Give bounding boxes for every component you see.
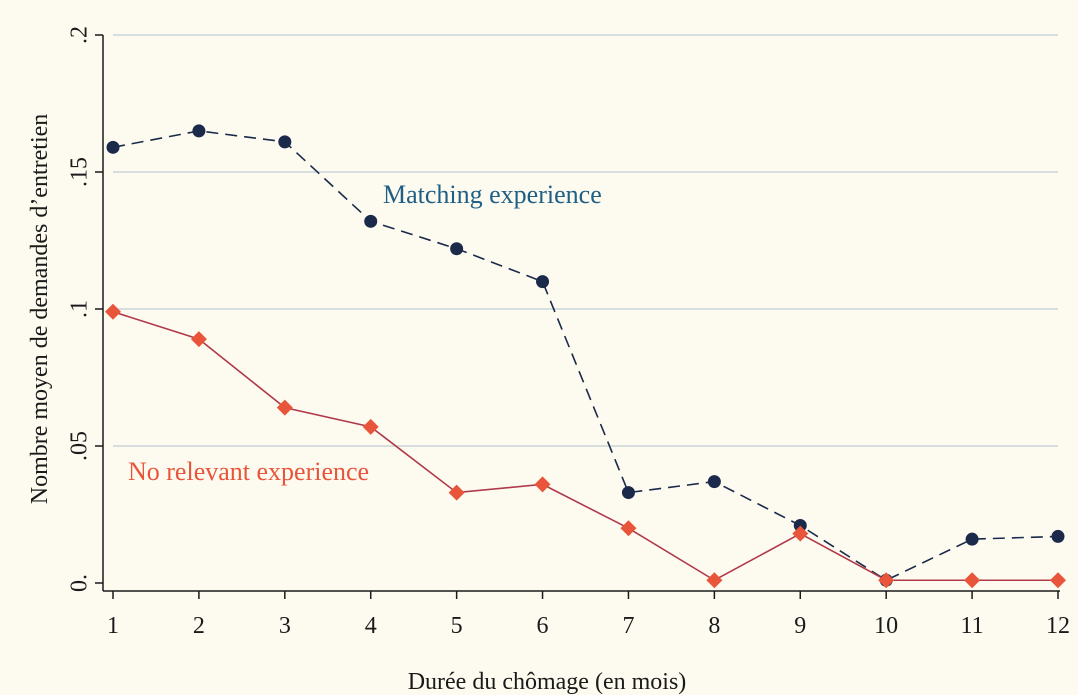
series-1	[105, 303, 1066, 589]
x-tick-label: 10	[874, 613, 898, 639]
data-point	[448, 484, 465, 501]
data-point	[364, 214, 378, 228]
annotation-matching-experience: Matching experience	[383, 180, 602, 209]
annotation-no-relevant-experience: No relevant experience	[128, 457, 369, 486]
data-point	[706, 572, 723, 589]
data-point	[190, 331, 207, 348]
data-point	[534, 476, 551, 493]
data-point	[878, 572, 895, 589]
data-point	[105, 303, 121, 320]
y-tick-label: .05	[67, 431, 93, 461]
x-tick-label: 3	[279, 613, 291, 639]
x-tick-label: 7	[622, 613, 634, 639]
data-point	[965, 532, 979, 546]
x-axis-title: Durée du chômage (en mois)	[408, 669, 687, 695]
data-point	[620, 520, 637, 537]
data-point	[192, 124, 206, 138]
x-tick-label: 8	[708, 613, 720, 639]
data-point	[793, 518, 807, 532]
data-point	[792, 525, 809, 542]
axes	[102, 35, 1060, 592]
data-point	[1050, 572, 1066, 589]
grid-lines	[113, 34, 1058, 447]
data-point	[276, 399, 293, 416]
series-line	[112, 310, 1058, 582]
data-point	[1051, 529, 1065, 543]
x-tick-label: 12	[1046, 613, 1070, 639]
tick-marks: 0..05.1.15.21 2 3 4 5 6 7 8 9 10 11 12	[67, 26, 1071, 639]
x-tick-label: 11	[961, 613, 984, 639]
data-point	[106, 140, 120, 154]
x-tick-label: 2	[193, 613, 205, 639]
x-tick-label: 6	[537, 613, 549, 639]
y-tick-label: .15	[67, 157, 93, 187]
y-tick-label: .2	[67, 26, 93, 44]
data-point	[707, 475, 721, 489]
data-point	[621, 486, 635, 500]
x-tick-label: 4	[365, 613, 377, 639]
y-tick-label: 0.	[67, 574, 93, 592]
data-point	[536, 275, 550, 289]
data-point	[450, 242, 464, 256]
y-tick-label: .1	[67, 300, 93, 318]
y-axis-title: Nombre moyen de demandes d’entretien	[27, 114, 53, 505]
x-tick-label: 1	[107, 613, 119, 639]
series	[105, 124, 1066, 589]
data-point	[964, 572, 981, 589]
x-tick-label: 5	[451, 613, 463, 639]
x-tick-label: 9	[794, 613, 806, 639]
data-point	[278, 135, 292, 149]
data-point	[362, 418, 379, 435]
series-line	[112, 130, 1059, 582]
